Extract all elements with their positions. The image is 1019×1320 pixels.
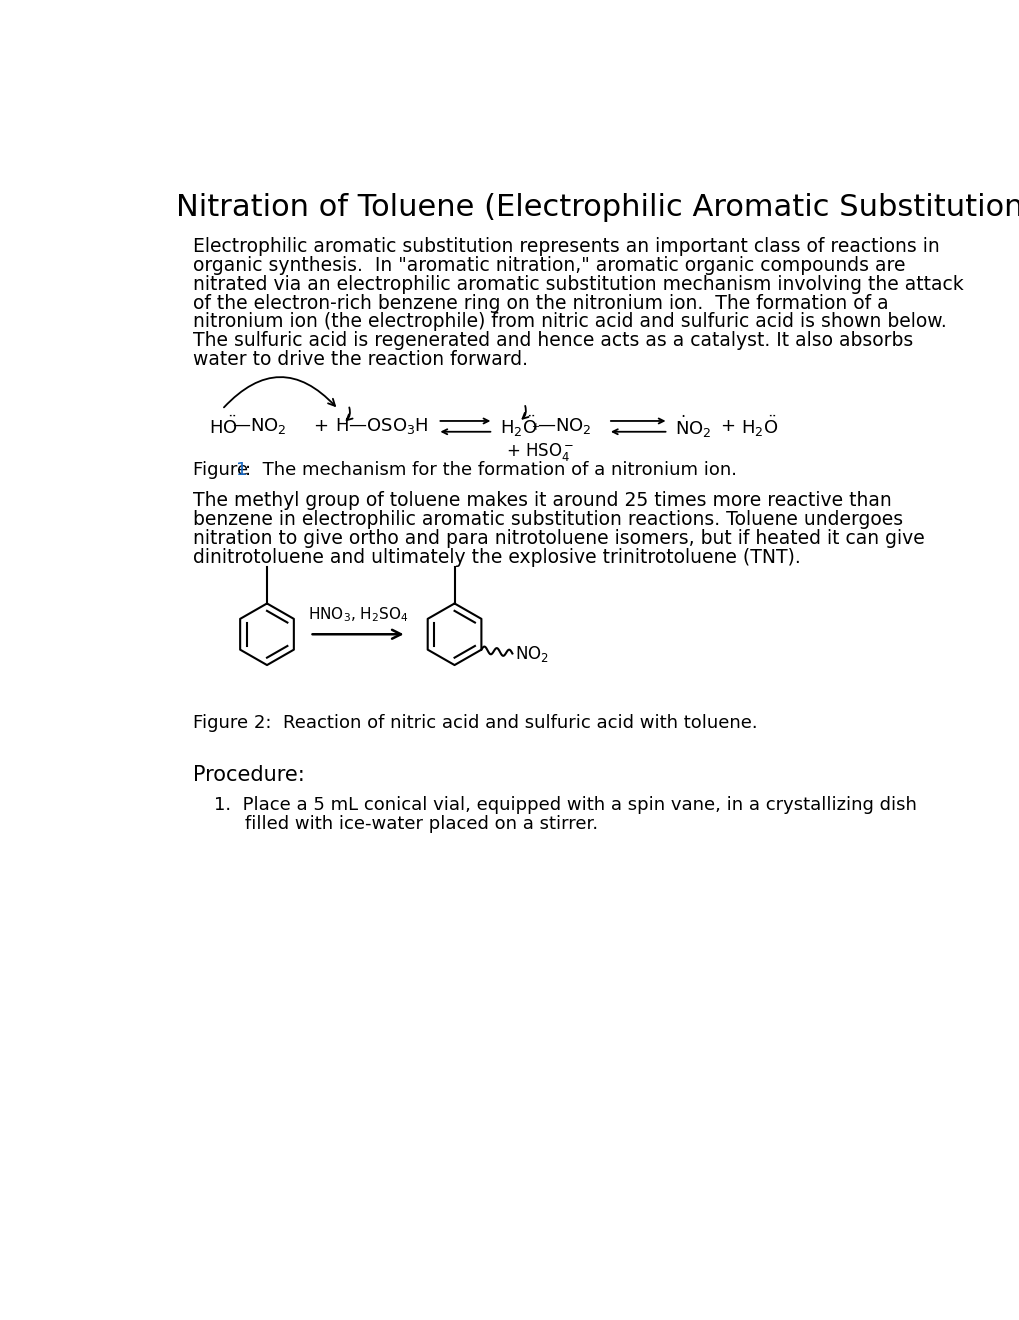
Text: water to drive the reaction forward.: water to drive the reaction forward. — [194, 350, 528, 370]
Text: H—OSO$_3$H: H—OSO$_3$H — [335, 416, 428, 437]
Text: NO$_2$: NO$_2$ — [515, 644, 548, 664]
Text: H$_2\rm\ddot{O}$: H$_2\rm\ddot{O}$ — [499, 413, 536, 440]
Text: The sulfuric acid is regenerated and hence acts as a catalyst. It also absorbs: The sulfuric acid is regenerated and hen… — [194, 331, 913, 350]
Text: $_+$: $_+$ — [529, 420, 539, 433]
Text: The methyl group of toluene makes it around 25 times more reactive than: The methyl group of toluene makes it aro… — [194, 491, 892, 510]
Text: benzene in electrophilic aromatic substitution reactions. Toluene undergoes: benzene in electrophilic aromatic substi… — [194, 510, 903, 529]
Text: filled with ice-water placed on a stirrer.: filled with ice-water placed on a stirre… — [245, 814, 598, 833]
Text: H$\rm\ddot{O}$: H$\rm\ddot{O}$ — [209, 416, 237, 437]
Text: Procedure:: Procedure: — [194, 766, 305, 785]
Text: Nitration of Toluene (Electrophilic Aromatic Substitution): Nitration of Toluene (Electrophilic Arom… — [175, 193, 1019, 222]
Text: + HSO$_4^-$: + HSO$_4^-$ — [505, 441, 574, 463]
Text: Figure 2:  Reaction of nitric acid and sulfuric acid with toluene.: Figure 2: Reaction of nitric acid and su… — [194, 714, 757, 733]
Text: :  The mechanism for the formation of a nitronium ion.: : The mechanism for the formation of a n… — [245, 461, 737, 479]
Text: of the electron-rich benzene ring on the nitronium ion.  The formation of a: of the electron-rich benzene ring on the… — [194, 293, 889, 313]
Text: nitration to give ortho and para nitrotoluene isomers, but if heated it can give: nitration to give ortho and para nitroto… — [194, 529, 924, 548]
Text: —NO$_2$: —NO$_2$ — [536, 416, 591, 437]
Text: 1: 1 — [235, 461, 248, 479]
Text: nitrated via an electrophilic aromatic substitution mechanism involving the atta: nitrated via an electrophilic aromatic s… — [194, 275, 963, 293]
Text: dinitrotoluene and ultimately the explosive trinitrotoluene (TNT).: dinitrotoluene and ultimately the explos… — [194, 548, 800, 566]
Text: +: + — [719, 417, 735, 436]
Text: —NO$_2$: —NO$_2$ — [232, 416, 286, 437]
Text: nitronium ion (the electrophile) from nitric acid and sulfuric acid is shown bel: nitronium ion (the electrophile) from ni… — [194, 313, 947, 331]
Text: 1.  Place a 5 mL conical vial, equipped with a spin vane, in a crystallizing dis: 1. Place a 5 mL conical vial, equipped w… — [214, 796, 916, 814]
Text: $\rm\dot{N}$O$_2$: $\rm\dot{N}$O$_2$ — [674, 413, 710, 440]
Text: +: + — [313, 417, 328, 436]
Text: Figure: Figure — [194, 461, 254, 479]
Text: HNO$_3$, H$_2$SO$_4$: HNO$_3$, H$_2$SO$_4$ — [308, 606, 408, 624]
Text: Electrophilic aromatic substitution represents an important class of reactions i: Electrophilic aromatic substitution repr… — [194, 238, 940, 256]
Text: organic synthesis.  In "aromatic nitration," aromatic organic compounds are: organic synthesis. In "aromatic nitratio… — [194, 256, 905, 275]
Text: H$_2\rm\ddot{O}$: H$_2\rm\ddot{O}$ — [741, 413, 777, 440]
